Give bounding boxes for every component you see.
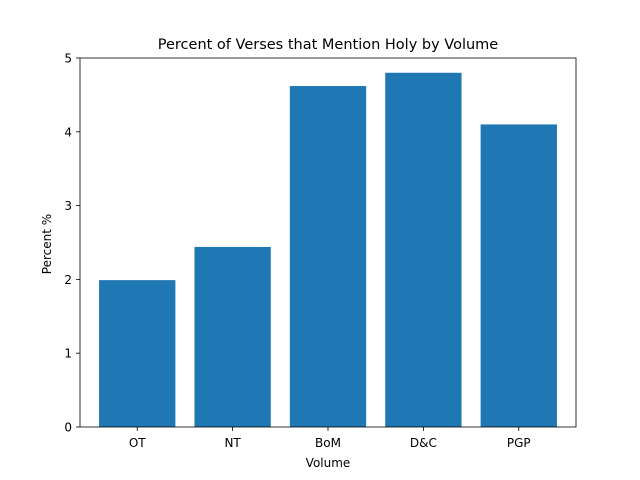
axes-layer: OT NT BoM D&C PGP 0 1 2 3 4 5 — [64, 52, 577, 450]
bar-bom — [289, 86, 367, 427]
bar-nt — [194, 246, 271, 427]
x-tick-label: OT — [129, 436, 146, 450]
y-tick-label: 0 — [64, 421, 72, 435]
x-tick-label: D&C — [410, 436, 437, 450]
x-tick-label: BoM — [315, 436, 341, 450]
x-tick-label: NT — [224, 436, 241, 450]
y-tick-label: 4 — [64, 125, 72, 139]
y-tick-label: 3 — [64, 199, 72, 213]
bars-layer — [99, 72, 557, 428]
chart-title: Percent of Verses that Mention Holy by V… — [158, 37, 499, 53]
x-tick-label: PGP — [507, 436, 531, 450]
bar-ot — [99, 280, 176, 427]
y-tick-label: 5 — [64, 52, 72, 66]
x-axis-title: Volume — [306, 456, 351, 470]
plot-frame — [79, 57, 577, 428]
y-axis-title: Percent % — [40, 214, 54, 274]
bar-pgp — [480, 124, 557, 428]
y-tick-label: 2 — [64, 273, 72, 287]
bar-d-c — [385, 72, 462, 427]
y-tick-label: 1 — [64, 347, 72, 361]
